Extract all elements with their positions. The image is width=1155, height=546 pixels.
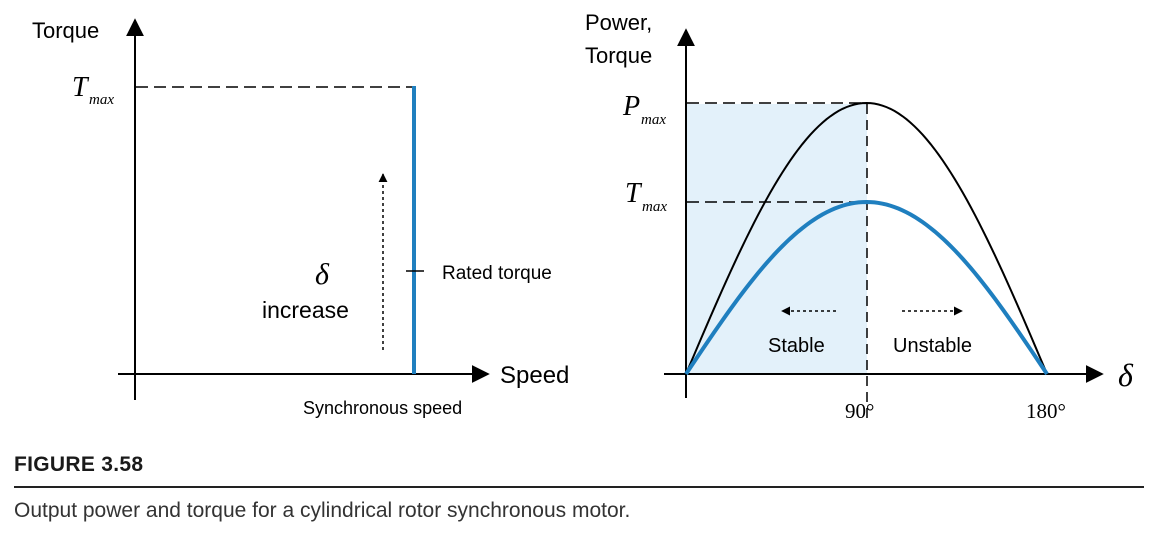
left-tmax-symbol: T: [72, 72, 90, 103]
right-y-axis-label-line1: Power,: [585, 10, 652, 35]
pmax-symbol: P: [622, 91, 640, 122]
left-chart: Torque Speed T max Rated torque δ increa…: [32, 18, 569, 418]
caption-divider: [14, 486, 1144, 488]
figure-caption: Output power and torque for a cylindrica…: [14, 499, 631, 522]
right-y-axis-label-line2: Torque: [585, 43, 652, 68]
right-chart: Power, Torque P max T max Stable Unstabl…: [585, 10, 1134, 423]
figure-canvas: Torque Speed T max Rated torque δ increa…: [32, 10, 1134, 423]
pmax-subscript: max: [641, 112, 666, 128]
right-x-axis-delta: δ: [1118, 357, 1134, 393]
stable-label: Stable: [768, 335, 825, 357]
torque-curve: [684, 199, 1049, 376]
left-x-axis-label: Speed: [500, 362, 569, 389]
right-tmax-symbol: T: [625, 178, 643, 209]
increase-label: increase: [262, 297, 349, 323]
left-tmax-subscript: max: [89, 92, 114, 108]
rated-torque-label: Rated torque: [442, 263, 552, 284]
unstable-label: Unstable: [893, 335, 972, 357]
synchronous-speed-label: Synchronous speed: [303, 398, 462, 418]
left-y-axis-label: Torque: [32, 18, 99, 43]
tick-180: 180°: [1026, 399, 1066, 423]
tick-90: 90°: [845, 399, 874, 423]
figure-label: FIGURE 3.58: [14, 453, 144, 476]
left-delta-symbol: δ: [315, 258, 330, 291]
right-tmax-subscript: max: [642, 199, 667, 215]
power-curve: [685, 101, 1048, 375]
